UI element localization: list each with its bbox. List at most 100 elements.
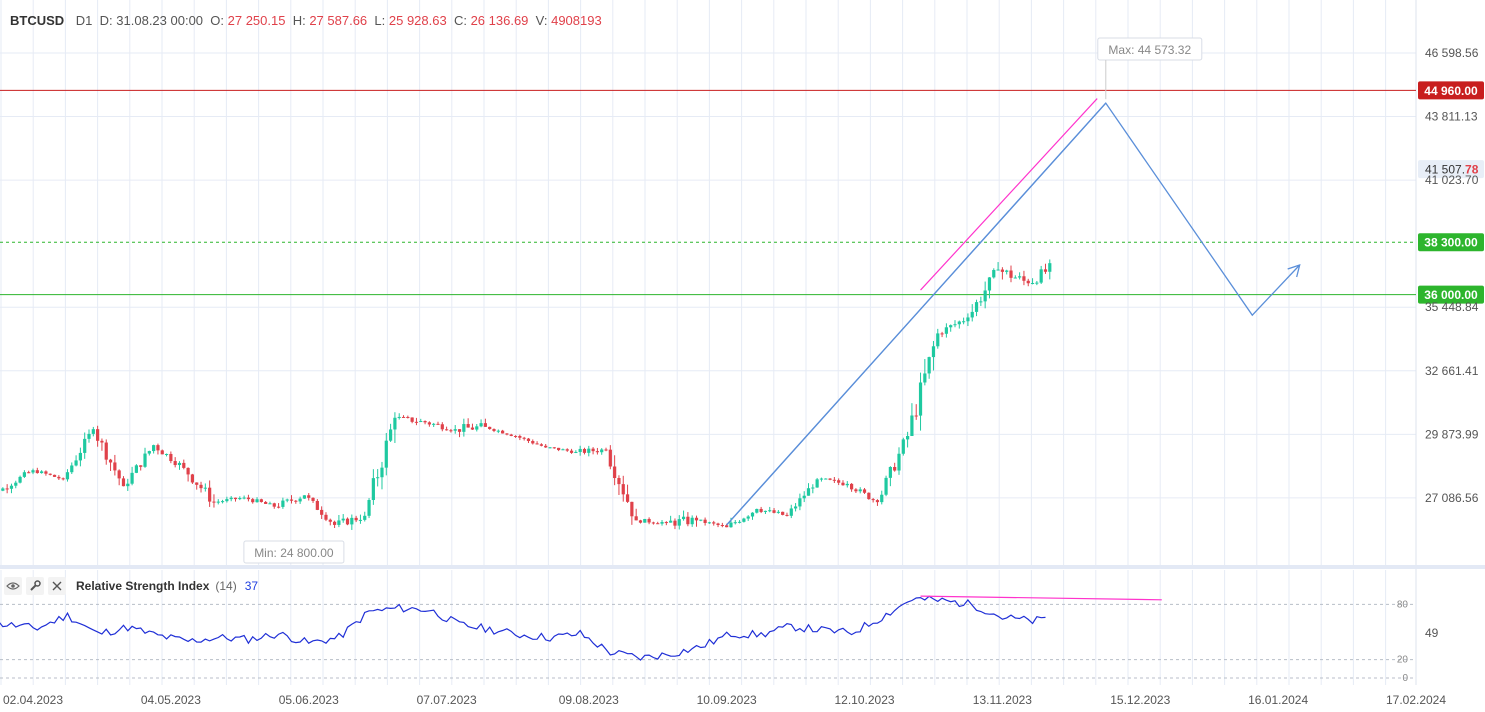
- candle-body: [164, 453, 169, 455]
- candle-body: [643, 518, 647, 523]
- candle-body: [841, 482, 845, 486]
- candle-body: [302, 495, 307, 499]
- candle-body: [845, 483, 849, 486]
- trend-channel: [726, 102, 1107, 526]
- candle-body: [914, 415, 918, 417]
- candle-body: [647, 518, 651, 523]
- candle-body: [897, 453, 901, 471]
- candle-body: [220, 501, 225, 503]
- low-key: L:: [374, 13, 386, 28]
- candle-body: [875, 500, 880, 503]
- candle-body: [742, 518, 746, 522]
- candle-body: [371, 478, 375, 501]
- candle-body: [772, 510, 776, 513]
- candle-body: [979, 301, 983, 303]
- candle-body: [74, 460, 78, 466]
- candle-body: [613, 466, 617, 479]
- candle-body: [522, 437, 526, 439]
- candle-body: [470, 427, 475, 430]
- candle-body: [108, 459, 113, 463]
- candle-body: [638, 520, 643, 523]
- rsi-level-label: 20: [1397, 655, 1409, 666]
- chart-grid: [0, 0, 1485, 685]
- candle-body: [798, 498, 802, 507]
- candle-body: [1043, 269, 1048, 272]
- candle-body: [96, 429, 100, 441]
- level-price-badge: [1418, 285, 1484, 304]
- candle-body: [113, 462, 117, 471]
- candle-body: [272, 503, 276, 507]
- timeframe-label: D1: [75, 13, 93, 28]
- candle-body: [673, 520, 677, 526]
- candle-body: [496, 430, 500, 432]
- candle-body: [186, 467, 190, 475]
- candle-body: [793, 506, 798, 509]
- candle-body: [737, 521, 742, 523]
- candle-body: [445, 429, 449, 431]
- candle-body: [479, 423, 483, 427]
- candle-body: [126, 483, 130, 487]
- candle-body: [539, 444, 543, 446]
- candle-body: [501, 430, 505, 434]
- candle-body: [264, 501, 268, 504]
- candle-body: [160, 450, 164, 455]
- candle-body: [414, 421, 419, 423]
- candle-body: [199, 484, 203, 489]
- candle-body: [134, 465, 139, 473]
- candle-body: [582, 448, 587, 453]
- candle-body: [992, 269, 996, 278]
- candle-body: [453, 429, 457, 431]
- candle-body: [328, 519, 332, 522]
- candle-body: [591, 448, 595, 452]
- candle-body: [117, 470, 121, 479]
- candle-body: [513, 435, 518, 437]
- eye-icon[interactable]: [4, 577, 22, 595]
- candle-body: [332, 521, 337, 525]
- candle-body: [849, 483, 854, 490]
- candle-body: [750, 512, 755, 517]
- candle-body: [987, 277, 992, 291]
- candle-body: [259, 499, 263, 502]
- horizontal-levels[interactable]: 44 960.00 38 300.00 36 000.00 41 507.78: [0, 81, 1484, 304]
- candle-body: [462, 424, 466, 432]
- candle-body: [544, 445, 548, 448]
- wrench-icon[interactable]: [26, 577, 44, 595]
- candle-body: [604, 449, 608, 451]
- candle-body: [712, 522, 716, 524]
- candle-body: [294, 500, 298, 502]
- price-tick-label: 41 023.70: [1425, 173, 1479, 187]
- date-value: 31.08.23 00:00: [116, 13, 204, 28]
- candle-body: [384, 440, 388, 468]
- candle-body: [552, 447, 556, 449]
- candle-body: [345, 518, 350, 525]
- min-label: Min: 24 800.00: [254, 546, 334, 560]
- time-tick-label: 15.12.2023: [1110, 693, 1170, 707]
- candle-body: [5, 488, 9, 490]
- candle-body: [716, 523, 720, 526]
- candle-body: [233, 497, 238, 500]
- candle-body: [660, 522, 664, 524]
- candle-body: [996, 269, 1000, 271]
- candle-body: [354, 517, 358, 521]
- close-value: 26 136.69: [470, 13, 529, 28]
- candle-body: [388, 429, 393, 441]
- candle-body: [634, 516, 638, 521]
- candle-body: [9, 485, 14, 489]
- annotations[interactable]: Max: 44 573.32 Min: 24 800.00: [243, 37, 1301, 564]
- candle-body: [686, 516, 690, 525]
- candle-body: [1030, 283, 1035, 285]
- open-value: 27 250.15: [227, 13, 286, 28]
- candle-body: [608, 449, 612, 467]
- level-price-label: 38 300.00: [1424, 236, 1478, 250]
- close-icon[interactable]: [48, 577, 66, 595]
- candle-body: [923, 373, 927, 383]
- candle-body: [311, 497, 315, 501]
- candle-body: [190, 474, 195, 483]
- time-tick-label: 12.10.2023: [834, 693, 894, 707]
- candle-body: [578, 448, 582, 452]
- candle-body: [436, 423, 440, 425]
- candle-body: [931, 346, 936, 358]
- candle-body: [781, 511, 785, 515]
- candle-body: [957, 321, 961, 325]
